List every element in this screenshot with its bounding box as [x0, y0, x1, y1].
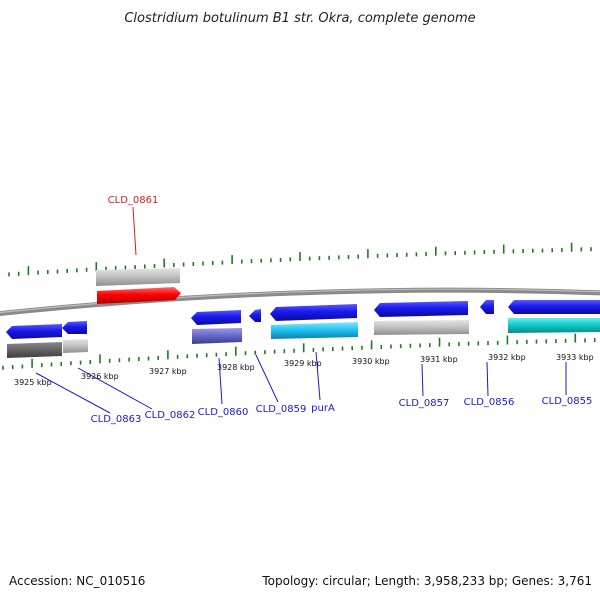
gene-cld0860-inner[interactable]	[192, 328, 242, 344]
gene-pura-inner[interactable]	[271, 322, 358, 339]
gene-label-cld0860[interactable]: CLD_0860	[198, 407, 249, 418]
axis-label: 3928 kbp	[217, 363, 255, 372]
genome-backbone-highlight	[0, 288, 600, 314]
gene-cld0863[interactable]	[6, 324, 62, 339]
gene-label-cld0857[interactable]: CLD_0857	[399, 398, 450, 409]
inner-tick-marks	[2, 333, 596, 370]
gene-cld0857-inner[interactable]	[374, 320, 469, 335]
gene-label-pura[interactable]: purA	[311, 403, 335, 414]
axis-label: 3930 kbp	[352, 357, 390, 366]
gene-label-cld0855[interactable]: CLD_0855	[542, 396, 593, 407]
leader-cld0862	[77, 367, 153, 410]
gene-cld0863-inner[interactable]	[7, 342, 62, 358]
gene-label-cld0861[interactable]: CLD_0861	[108, 195, 159, 206]
gene-cld0860[interactable]	[191, 310, 241, 325]
leader-cld0857	[421, 363, 424, 397]
gene-cld0861[interactable]	[97, 287, 181, 304]
gene-cld0862[interactable]	[62, 321, 87, 334]
gene-pura[interactable]	[270, 304, 357, 321]
outer-tick-marks	[8, 242, 592, 277]
gene-cld0861-outer[interactable]	[96, 268, 180, 286]
axis-label: 3929 kbp	[284, 359, 322, 368]
axis-label: 3933 kbp	[556, 353, 594, 362]
axis-label: 3931 kbp	[420, 355, 458, 364]
gene-label-cld0863[interactable]: CLD_0863	[91, 414, 142, 425]
leader-cld0859	[255, 354, 279, 403]
gene-label-cld0862[interactable]: CLD_0862	[145, 410, 196, 421]
accession-text: Accession: NC_010516	[9, 574, 146, 588]
map-title: Clostridium botulinum B1 str. Okra, comp…	[124, 11, 475, 26]
axis-labels: 3925 kbp 3926 kbp 3927 kbp 3928 kbp 3929…	[14, 353, 594, 387]
axis-label: 3927 kbp	[149, 367, 187, 376]
gene-labels: CLD_0861 CLD_0863 CLD_0862 CLD_0860 CLD_…	[91, 195, 593, 425]
leader-cld0863	[35, 372, 111, 414]
axis-label: 3932 kbp	[488, 353, 526, 362]
axis-label: 3925 kbp	[14, 378, 52, 387]
gene-cld0855[interactable]	[508, 300, 600, 314]
gene-cld0862-inner[interactable]	[63, 339, 88, 353]
gene-cld0856[interactable]	[480, 300, 494, 314]
gene-cld0857[interactable]	[374, 301, 468, 317]
leader-cld0861	[132, 206, 137, 256]
leader-cld0856	[486, 361, 489, 397]
gene-cld0855-inner[interactable]	[508, 318, 600, 333]
genome-summary-text: Topology: circular; Length: 3,958,233 bp…	[262, 574, 592, 588]
gene-label-cld0856[interactable]: CLD_0856	[464, 397, 515, 408]
gene-cld0859[interactable]	[249, 309, 261, 322]
leader-cld0860	[218, 357, 223, 405]
axis-label: 3926 kbp	[81, 372, 119, 381]
genome-backbone	[0, 287, 600, 317]
leader-pura	[315, 351, 321, 401]
gene-features	[6, 268, 600, 358]
label-leaders	[35, 206, 567, 414]
gene-label-cld0859[interactable]: CLD_0859	[256, 404, 307, 415]
